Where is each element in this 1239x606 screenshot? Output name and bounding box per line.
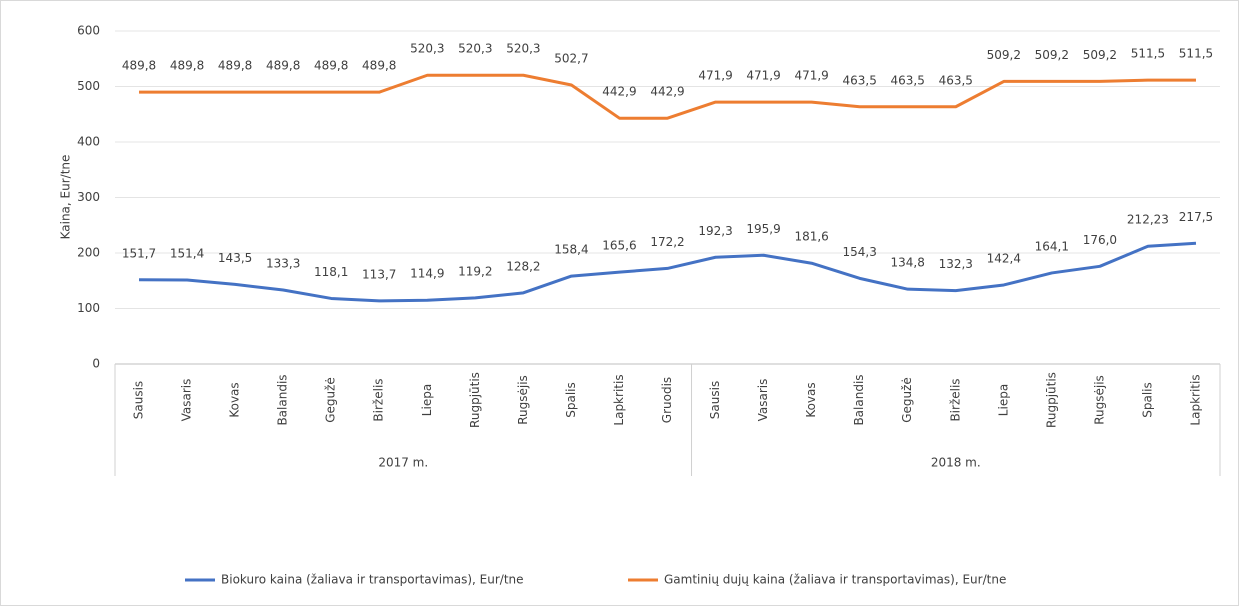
data-label: 142,4 (987, 251, 1021, 265)
data-label: 463,5 (939, 73, 973, 87)
x-tick-label: Sausis (708, 381, 722, 419)
x-tick-label: Balandis (276, 374, 290, 425)
data-label: 511,5 (1179, 47, 1213, 61)
y-tick-label: 600 (77, 24, 100, 38)
x-tick-label: Kovas (804, 382, 818, 417)
data-label: 114,9 (410, 267, 444, 281)
data-label: 442,9 (650, 85, 684, 99)
data-label: 164,1 (1035, 239, 1069, 253)
data-label: 502,7 (554, 52, 588, 66)
data-label: 158,4 (554, 243, 588, 257)
y-tick-label: 100 (77, 301, 100, 315)
x-tick-label: Sausis (132, 381, 146, 419)
legend-label: Gamtinių dujų kaina (žaliava ir transpor… (664, 573, 1006, 587)
data-label: 165,6 (602, 239, 636, 253)
data-label: 509,2 (1083, 48, 1117, 62)
data-label: 195,9 (746, 222, 780, 236)
group-label: 2017 m. (378, 456, 428, 470)
data-label: 143,5 (218, 251, 252, 265)
data-label: 471,9 (698, 69, 732, 83)
data-label: 509,2 (987, 48, 1021, 62)
data-label: 520,3 (506, 42, 540, 56)
x-tick-label: Birželis (372, 378, 386, 421)
data-label: 151,7 (122, 246, 156, 260)
data-label: 489,8 (314, 59, 348, 73)
data-label: 489,8 (218, 59, 252, 73)
data-label: 132,3 (939, 257, 973, 271)
data-label: 217,5 (1179, 210, 1213, 224)
data-label: 151,4 (170, 246, 204, 260)
y-tick-label: 500 (77, 79, 100, 93)
legend-label: Biokuro kaina (žaliava ir transportavima… (221, 573, 524, 587)
data-label: 442,9 (602, 85, 636, 99)
data-label: 133,3 (266, 257, 300, 271)
y-tick-label: 300 (77, 190, 100, 204)
data-label: 489,8 (170, 59, 204, 73)
data-label: 520,3 (458, 42, 492, 56)
x-tick-label: Birželis (948, 378, 962, 421)
data-label: 128,2 (506, 259, 540, 273)
x-tick-label: Vasaris (756, 379, 770, 422)
data-label: 489,8 (362, 59, 396, 73)
x-tick-label: Kovas (228, 382, 242, 417)
data-label: 520,3 (410, 42, 444, 56)
y-tick-label: 200 (77, 246, 100, 260)
data-label: 118,1 (314, 265, 348, 279)
data-label: 471,9 (746, 69, 780, 83)
y-tick-label: 400 (77, 135, 100, 149)
y-tick-label: 0 (92, 357, 100, 371)
x-tick-label: Gegužė (324, 377, 338, 423)
x-tick-label: Rugsėjis (1092, 375, 1106, 425)
x-tick-label: Gegužė (900, 377, 914, 423)
x-tick-label: Rugpjūtis (468, 372, 482, 428)
x-tick-label: Vasaris (180, 379, 194, 422)
data-label: 113,7 (362, 267, 396, 281)
x-tick-label: Spalis (1140, 382, 1154, 418)
x-tick-label: Rugpjūtis (1044, 372, 1058, 428)
x-tick-label: Liepa (996, 384, 1010, 416)
x-tick-label: Lapkritis (1188, 374, 1202, 425)
data-label: 192,3 (698, 224, 732, 238)
data-label: 511,5 (1131, 47, 1165, 61)
data-label: 489,8 (122, 59, 156, 73)
data-label: 509,2 (1035, 48, 1069, 62)
data-label: 463,5 (842, 73, 876, 87)
data-label: 119,2 (458, 264, 492, 278)
series-line (139, 241, 1197, 303)
x-tick-label: Gruodis (660, 377, 674, 423)
data-label: 154,3 (842, 245, 876, 259)
x-tick-label: Liepa (420, 384, 434, 416)
data-label: 181,6 (794, 230, 828, 244)
data-label: 463,5 (891, 73, 925, 87)
series-line (139, 73, 1196, 120)
data-label: 212,23 (1127, 213, 1169, 227)
x-tick-label: Balandis (852, 374, 866, 425)
x-tick-label: Rugsėjis (516, 375, 530, 425)
y-axis-label: Kaina, Eur/tne (59, 155, 73, 240)
data-label: 134,8 (891, 256, 925, 270)
x-tick-label: Lapkritis (612, 374, 626, 425)
data-label: 176,0 (1083, 233, 1117, 247)
data-label: 489,8 (266, 59, 300, 73)
data-label: 471,9 (794, 69, 828, 83)
group-label: 2018 m. (931, 456, 981, 470)
data-label: 172,2 (650, 235, 684, 249)
x-tick-label: Spalis (564, 382, 578, 418)
